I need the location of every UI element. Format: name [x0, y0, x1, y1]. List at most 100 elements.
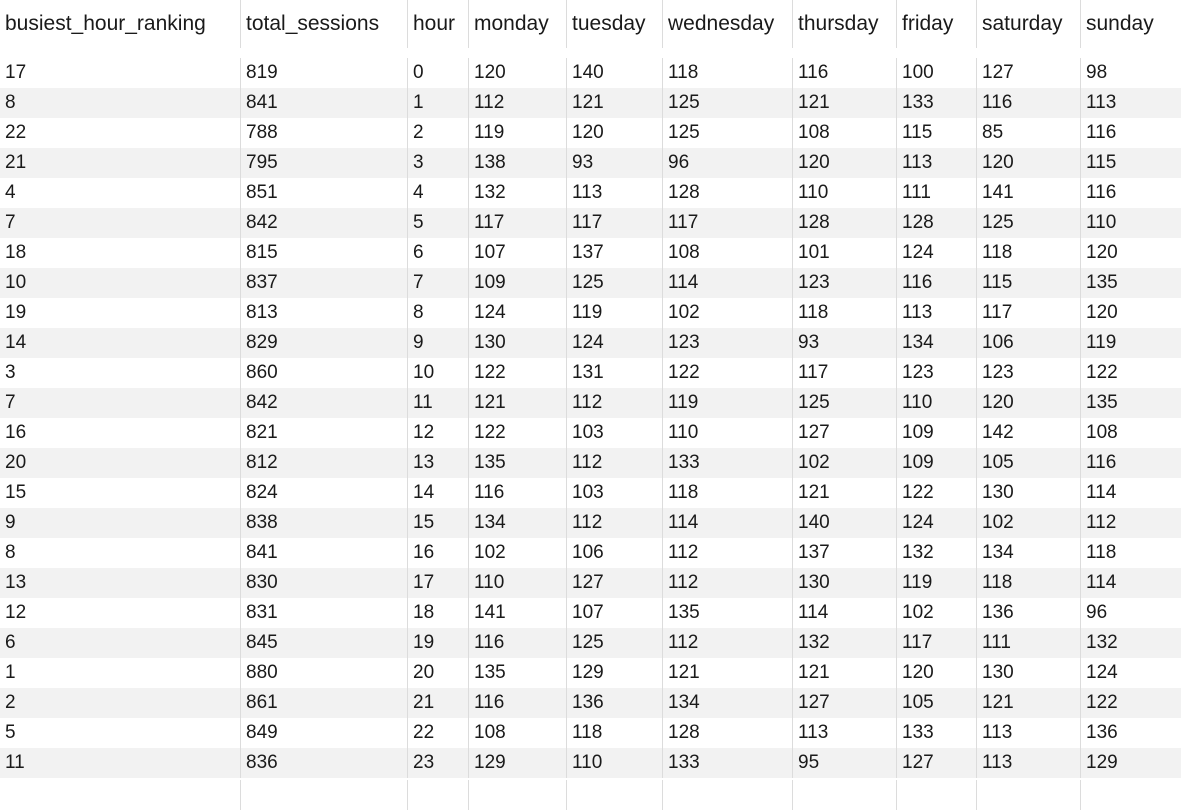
cell-total-sessions[interactable]: 837	[240, 268, 407, 298]
cell-friday[interactable]: 120	[896, 658, 976, 688]
cell-thursday[interactable]: 121	[792, 658, 896, 688]
cell-total-sessions[interactable]: 861	[240, 688, 407, 718]
cell-monday[interactable]: 134	[468, 508, 566, 538]
cell-hour[interactable]: 4	[407, 178, 468, 208]
cell-total-sessions[interactable]: 788	[240, 118, 407, 148]
cell-wednesday[interactable]: 134	[662, 688, 792, 718]
cell-thursday[interactable]: 140	[792, 508, 896, 538]
cell-sunday[interactable]: 113	[1080, 88, 1181, 118]
column-header-wednesday[interactable]: wednesday	[662, 0, 792, 48]
table-row[interactable]: 22 788 2 119 120 125 108 115 85 116	[0, 118, 1181, 148]
cell-tuesday[interactable]: 136	[566, 688, 662, 718]
cell-hour[interactable]: 22	[407, 718, 468, 748]
cell-total-sessions[interactable]: 830	[240, 568, 407, 598]
cell-total-sessions[interactable]: 815	[240, 238, 407, 268]
cell-busiest-hour-ranking[interactable]: 22	[5, 122, 27, 143]
table-row[interactable]: 4 851 4 132 113 128 110 111 141 116	[0, 178, 1181, 208]
cell-saturday[interactable]: 118	[976, 238, 1080, 268]
table-row[interactable]: 19 813 8 124 119 102 118 113 117 120	[0, 298, 1181, 328]
cell-sunday[interactable]: 132	[1080, 628, 1181, 658]
cell-friday[interactable]: 113	[896, 298, 976, 328]
cell-saturday[interactable]: 142	[976, 418, 1080, 448]
cell-busiest-hour-ranking[interactable]: 7	[5, 392, 16, 413]
cell-tuesday[interactable]: 113	[566, 178, 662, 208]
cell-friday[interactable]: 105	[896, 688, 976, 718]
cell-friday[interactable]: 127	[896, 748, 976, 778]
cell-total-sessions[interactable]: 838	[240, 508, 407, 538]
cell-busiest-hour-ranking[interactable]: 7	[5, 212, 16, 233]
cell-saturday[interactable]: 130	[976, 478, 1080, 508]
cell-busiest-hour-ranking[interactable]: 10	[5, 272, 27, 293]
cell-tuesday[interactable]: 112	[566, 388, 662, 418]
column-header-sunday[interactable]: sunday	[1080, 0, 1181, 48]
column-header-monday[interactable]: monday	[468, 0, 566, 48]
cell-tuesday[interactable]: 131	[566, 358, 662, 388]
cell-sunday[interactable]: 122	[1080, 358, 1181, 388]
cell-thursday[interactable]: 116	[792, 58, 896, 88]
cell-sunday[interactable]: 108	[1080, 418, 1181, 448]
cell-busiest-hour-ranking[interactable]: 20	[5, 452, 27, 473]
cell-monday[interactable]: 120	[468, 58, 566, 88]
table-row[interactable]: 10 837 7 109 125 114 123 116 115 135	[0, 268, 1181, 298]
cell-wednesday[interactable]: 119	[662, 388, 792, 418]
column-header-hour[interactable]: hour	[407, 0, 468, 48]
cell-sunday[interactable]: 116	[1080, 448, 1181, 478]
cell-hour[interactable]: 11	[407, 388, 468, 418]
cell-friday[interactable]: 110	[896, 388, 976, 418]
cell-wednesday[interactable]: 110	[662, 418, 792, 448]
cell-wednesday[interactable]: 102	[662, 298, 792, 328]
cell-hour[interactable]: 6	[407, 238, 468, 268]
cell-friday[interactable]: 124	[896, 238, 976, 268]
cell-wednesday[interactable]: 121	[662, 658, 792, 688]
cell-wednesday[interactable]: 125	[662, 118, 792, 148]
cell-busiest-hour-ranking[interactable]: 8	[5, 542, 16, 563]
cell-busiest-hour-ranking[interactable]: 8	[5, 92, 16, 113]
cell-wednesday[interactable]: 108	[662, 238, 792, 268]
cell-monday[interactable]: 135	[468, 448, 566, 478]
cell-friday[interactable]: 115	[896, 118, 976, 148]
cell-total-sessions[interactable]: 824	[240, 478, 407, 508]
cell-hour[interactable]: 21	[407, 688, 468, 718]
cell-saturday[interactable]: 118	[976, 568, 1080, 598]
cell-wednesday[interactable]: 128	[662, 718, 792, 748]
cell-monday[interactable]: 116	[468, 478, 566, 508]
cell-busiest-hour-ranking[interactable]: 12	[5, 602, 27, 623]
cell-thursday[interactable]: 110	[792, 178, 896, 208]
table-row[interactable]: 11 836 23 129 110 133 95 127 113 129	[0, 748, 1181, 778]
column-header-busiest-hour-ranking[interactable]: busiest_hour_ranking	[5, 12, 206, 35]
cell-busiest-hour-ranking[interactable]: 11	[5, 752, 25, 773]
table-row[interactable]: 18 815 6 107 137 108 101 124 118 120	[0, 238, 1181, 268]
cell-saturday[interactable]: 113	[976, 718, 1080, 748]
cell-saturday[interactable]: 130	[976, 658, 1080, 688]
table-row[interactable]: 13 830 17 110 127 112 130 119 118 114	[0, 568, 1181, 598]
cell-tuesday[interactable]: 112	[566, 508, 662, 538]
cell-tuesday[interactable]: 107	[566, 598, 662, 628]
cell-saturday[interactable]: 136	[976, 598, 1080, 628]
cell-total-sessions[interactable]: 829	[240, 328, 407, 358]
cell-monday[interactable]: 119	[468, 118, 566, 148]
cell-monday[interactable]: 130	[468, 328, 566, 358]
cell-busiest-hour-ranking[interactable]: 16	[5, 422, 27, 443]
cell-thursday[interactable]: 130	[792, 568, 896, 598]
cell-saturday[interactable]: 141	[976, 178, 1080, 208]
cell-total-sessions[interactable]: 795	[240, 148, 407, 178]
cell-tuesday[interactable]: 121	[566, 88, 662, 118]
cell-sunday[interactable]: 114	[1080, 568, 1181, 598]
cell-thursday[interactable]: 113	[792, 718, 896, 748]
column-header-friday[interactable]: friday	[896, 0, 976, 48]
cell-total-sessions[interactable]: 849	[240, 718, 407, 748]
cell-sunday[interactable]: 116	[1080, 118, 1181, 148]
cell-hour[interactable]: 5	[407, 208, 468, 238]
cell-total-sessions[interactable]: 836	[240, 748, 407, 778]
cell-sunday[interactable]: 118	[1080, 538, 1181, 568]
cell-saturday[interactable]: 113	[976, 748, 1080, 778]
cell-wednesday[interactable]: 112	[662, 538, 792, 568]
cell-sunday[interactable]: 135	[1080, 268, 1181, 298]
cell-wednesday[interactable]: 128	[662, 178, 792, 208]
cell-friday[interactable]: 109	[896, 418, 976, 448]
cell-friday[interactable]: 132	[896, 538, 976, 568]
cell-hour[interactable]: 1	[407, 88, 468, 118]
cell-busiest-hour-ranking[interactable]: 4	[5, 182, 16, 203]
cell-monday[interactable]: 117	[468, 208, 566, 238]
cell-thursday[interactable]: 137	[792, 538, 896, 568]
